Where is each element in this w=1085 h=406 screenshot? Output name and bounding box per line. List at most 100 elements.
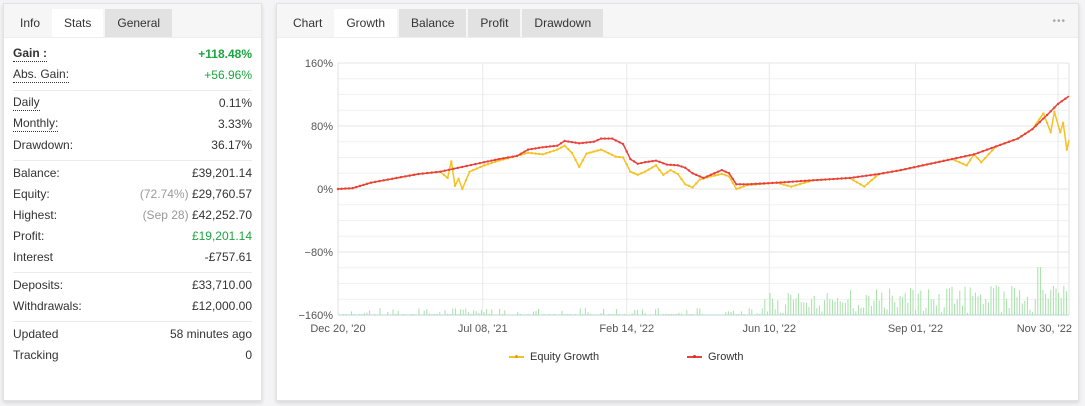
stat-value: -£757.61	[205, 247, 252, 268]
stats-tabs: Info Stats General	[4, 4, 261, 38]
stats-tab-stats[interactable]: Stats	[52, 9, 104, 37]
equity-growth-line-marker	[720, 172, 723, 176]
equity-growth-line-marker	[453, 184, 457, 188]
equity-growth-line-marker	[662, 173, 665, 177]
growth-line-marker	[369, 181, 373, 184]
equity-growth-line-marker	[450, 160, 453, 163]
growth-line-marker	[1003, 142, 1006, 145]
growth-line-marker	[895, 169, 898, 173]
stat-value-text: £29,760.57	[191, 187, 252, 201]
chart-tab-drawdown[interactable]: Drawdown	[522, 9, 604, 37]
equity-growth-line-marker	[610, 153, 614, 157]
growth-line-marker	[1012, 138, 1015, 142]
stats-list: Gain : +118.48% Abs. Gain: +56.96% Daily 0.11…	[4, 38, 261, 370]
equity-growth-line-marker	[468, 170, 471, 173]
stat-row-balance: Balance: £39,201.14	[13, 163, 252, 184]
growth-line-marker	[548, 145, 552, 148]
chart-tab-balance[interactable]: Balance	[399, 9, 467, 37]
stat-value: 0.11%	[219, 93, 252, 114]
equity-growth-line-marker	[855, 181, 859, 184]
equity-growth-line-marker	[987, 153, 990, 156]
stat-label[interactable]: Daily	[13, 95, 40, 111]
growth-line-marker	[824, 178, 827, 181]
stat-label[interactable]: Abs. Gain:	[13, 67, 70, 83]
growth-line-marker	[684, 166, 687, 169]
legend-equity-growth[interactable]: Equity Growth	[509, 351, 599, 363]
equity-growth-line-marker	[461, 187, 464, 191]
growth-line-marker	[811, 179, 815, 182]
growth-line-marker	[963, 155, 967, 158]
equity-growth-line-marker	[614, 155, 617, 158]
stat-label: Drawdown:	[13, 138, 74, 152]
chart-tab-growth[interactable]: Growth	[334, 9, 398, 37]
y-tick-label: 80%	[311, 121, 333, 133]
stats-group: Deposits: £33,710.00 Withdrawals: £12,000.0…	[13, 273, 252, 322]
equity-growth-line-marker	[782, 183, 786, 186]
growth-line-marker	[1007, 140, 1011, 143]
equity-growth-line-marker	[599, 148, 603, 151]
equity-growth-line-marker	[537, 152, 541, 156]
growth-line-marker	[399, 175, 403, 179]
chart-tab-profit[interactable]: Profit	[468, 9, 521, 37]
stat-value: £33,710.00	[192, 275, 252, 296]
equity-growth-line-marker	[472, 168, 475, 172]
growth-line-marker	[836, 177, 839, 180]
equity-growth-line-marker	[479, 165, 482, 169]
equity-growth-line-marker	[870, 179, 873, 182]
stat-row-drawdown: Drawdown: 36.17%	[13, 135, 252, 156]
equity-growth-line-marker	[794, 184, 797, 187]
more-options-icon[interactable]: •••	[1052, 16, 1066, 27]
growth-line-marker	[1064, 97, 1067, 100]
growth-line-marker	[852, 176, 856, 179]
stat-value-text: £19,201.14	[191, 229, 252, 243]
equity-growth-line-marker	[548, 150, 552, 154]
growth-line-marker	[391, 177, 394, 180]
growth-line-marker	[921, 164, 924, 167]
equity-growth-line-marker	[570, 151, 574, 154]
equity-growth-line-marker	[559, 146, 563, 149]
stat-value: (Sep 28) £42,252.70	[143, 205, 252, 226]
growth-line-marker	[912, 166, 916, 169]
growth-line-marker	[1042, 117, 1045, 120]
equity-growth-line-marker	[874, 175, 877, 179]
growth-line-marker	[621, 142, 625, 146]
growth-line-marker	[1056, 102, 1060, 106]
equity-growth-line-marker	[632, 172, 636, 175]
growth-line-marker	[925, 163, 929, 166]
equity-growth-line-marker	[738, 186, 742, 189]
growth-line-marker	[977, 151, 980, 154]
growth-line-marker	[950, 157, 954, 161]
growth-line-marker	[929, 162, 933, 165]
growth-line-marker	[506, 156, 510, 159]
stat-label[interactable]: Monthly:	[13, 116, 59, 132]
stat-value: 0	[245, 345, 252, 366]
stat-value-text: -£757.61	[204, 250, 252, 264]
growth-line-marker	[904, 167, 907, 171]
growth-line-marker	[465, 164, 468, 168]
growth-line-marker	[762, 182, 766, 185]
growth-line-marker	[873, 173, 876, 176]
equity-growth-line-marker	[724, 174, 727, 177]
x-tick-label: Feb 14, '22	[599, 323, 654, 335]
growth-line-marker	[694, 173, 698, 177]
growth-line-marker	[340, 187, 343, 191]
growth-line-marker	[530, 147, 533, 151]
growth-line-marker	[767, 181, 770, 185]
legend-growth[interactable]: Growth	[687, 351, 743, 363]
equity-growth-line-marker	[618, 155, 621, 159]
growth-line-marker	[698, 175, 702, 178]
growth-line-marker	[942, 159, 945, 163]
equity-growth-line-marker	[621, 156, 625, 159]
stat-label[interactable]: Gain :	[13, 46, 48, 62]
equity-growth-line-marker	[585, 152, 588, 155]
stats-tab-general[interactable]: General	[105, 9, 173, 37]
x-tick-label: Jun 10, '22	[743, 323, 796, 335]
growth-line-marker	[425, 171, 429, 175]
equity-growth-line-marker	[486, 162, 490, 166]
equity-growth-line-marker	[603, 150, 607, 153]
growth-line-marker	[673, 163, 676, 167]
equity-growth-line-marker	[625, 163, 628, 166]
equity-growth-line-marker	[588, 151, 592, 154]
growth-line-marker	[574, 141, 577, 144]
equity-growth-line-marker	[980, 161, 983, 164]
